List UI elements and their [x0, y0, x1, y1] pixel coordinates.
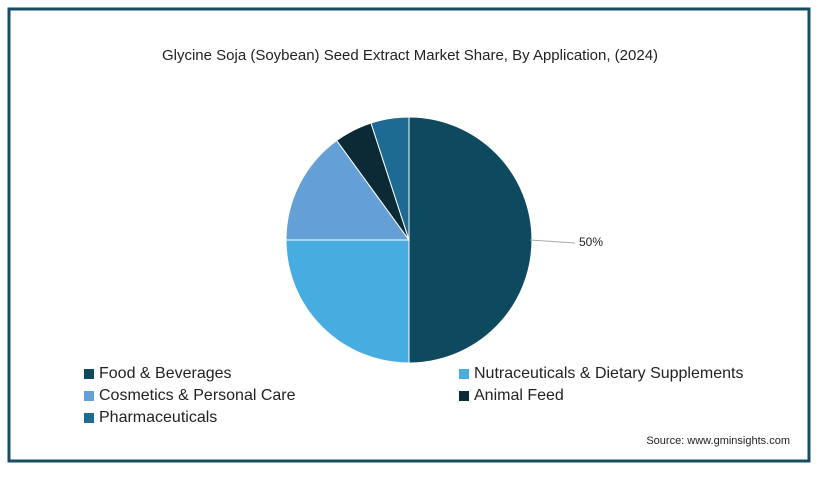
legend-label: Nutraceuticals & Dietary Supplements: [474, 365, 743, 382]
legend-swatch: [459, 391, 469, 401]
legend-swatch: [84, 369, 94, 379]
chart-title: Glycine Soja (Soybean) Seed Extract Mark…: [162, 47, 658, 64]
pie-slice: [370, 116, 410, 241]
legend-label: Food & Beverages: [99, 365, 232, 382]
legend-swatch: [459, 369, 469, 379]
legend-label: Cosmetics & Personal Care: [99, 387, 296, 404]
data-label: 50%: [579, 235, 603, 249]
pie-slice: [285, 139, 410, 241]
legend-label: Pharmaceuticals: [99, 409, 217, 426]
leader-line: [529, 239, 576, 244]
pie-slice: [285, 239, 410, 364]
legend-swatch: [84, 391, 94, 401]
legend-label: Animal Feed: [474, 387, 564, 404]
source: Source: www.gminsights.com: [646, 435, 790, 447]
legend-swatch: [84, 413, 94, 423]
